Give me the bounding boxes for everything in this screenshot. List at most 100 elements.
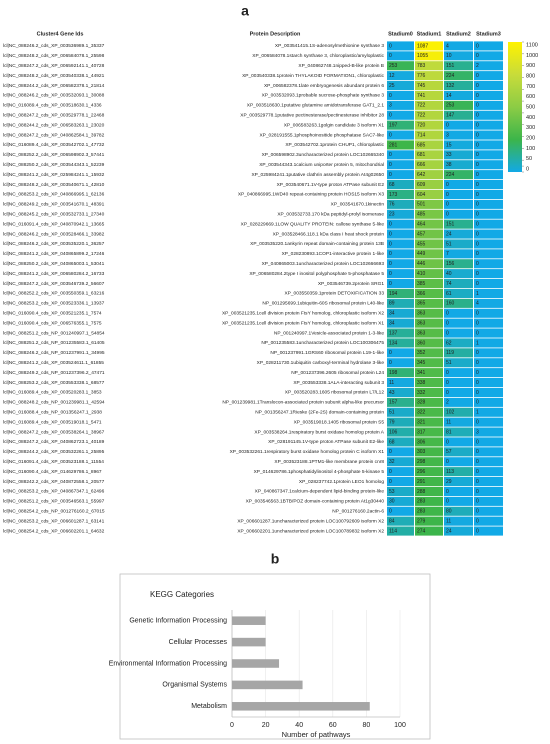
protein-description: NP_001356247.1Rieske (2Fe-2S) domain-con… — [255, 410, 384, 416]
cell-value: 0 — [389, 479, 392, 485]
cell-value: 457 — [417, 231, 426, 237]
heatmap-cell — [444, 51, 473, 61]
cell-value: 0 — [446, 182, 449, 188]
cell-value: 666 — [417, 162, 426, 168]
cell-value: 0 — [446, 499, 449, 505]
heatmap-cell — [444, 81, 473, 91]
heatmap-cell — [387, 427, 414, 437]
heatmap-cell — [474, 269, 503, 279]
colorbar-label: 200 — [526, 135, 535, 141]
cell-value: 0 — [446, 370, 449, 376]
gene-id: lcl|NC_088247.2_cds_XP_003546739.2_56607 — [3, 281, 105, 287]
cell-value: 0 — [446, 380, 449, 386]
heatmap-cell — [415, 486, 443, 496]
cell-value: 0 — [476, 192, 479, 198]
cell-value: 0 — [446, 192, 449, 198]
cell-value: 33 — [446, 152, 452, 158]
cell-value: 76 — [389, 202, 395, 208]
cell-value: 281 — [389, 142, 398, 148]
gene-id: lcl|NC_088246.2_cds_XP_003536989.1_35337 — [3, 43, 105, 49]
heatmap-cell — [415, 259, 443, 269]
heatmap-cell — [387, 447, 414, 457]
heatmap-cell — [387, 338, 414, 348]
heatmap-cell — [415, 71, 443, 81]
gene-id: lcl|NC_088247.2_cds_XP_003529778.1_22468 — [3, 113, 105, 119]
heatmap-cell — [415, 180, 443, 190]
heatmap-cell — [387, 130, 414, 140]
protein-description: XP_006598902.3uncharacterized protein LO… — [262, 152, 385, 158]
cell-value: 0 — [476, 231, 479, 237]
cell-value: 80 — [446, 509, 452, 515]
heatmap-cell — [474, 516, 503, 526]
protein-description: XP_003535220.1ankyrin repeat domain-cont… — [250, 241, 384, 247]
gene-id: lcl|NC_016090.4_cds_XP_014629786.1_8967 — [3, 469, 102, 475]
colorbar-label: 500 — [526, 104, 535, 110]
heatmap-cell — [415, 279, 443, 289]
cell-value: 61 — [446, 291, 452, 297]
cell-value: 783 — [417, 63, 426, 69]
heatmap-cell — [474, 51, 503, 61]
heatmap-cell — [387, 516, 414, 526]
heatmap-cell — [415, 41, 443, 51]
colorbar-label: 600 — [526, 94, 535, 100]
gene-id: lcl|NC_088247.2_cds_XP_040862723.1_40189 — [3, 439, 105, 445]
gene-id: lcl|NC_016090.4_cds_XP_003521235.1_7574 — [3, 311, 102, 317]
protein-description: XP_003541415.1S-adenosylmethionine synth… — [275, 43, 384, 49]
cell-value: 132 — [446, 83, 455, 89]
protein-description: XP_003538264.1respiratory burst oxidase … — [254, 429, 384, 435]
cell-value: 296 — [417, 469, 426, 475]
cell-value: 106 — [389, 429, 398, 435]
cell-value: 0 — [476, 113, 479, 119]
protein-description: XP_003532261.1respiratory burst oxidase … — [230, 449, 385, 455]
heatmap-cell — [387, 61, 414, 71]
cell-value: 720 — [417, 122, 426, 128]
cell-value: 40 — [446, 271, 452, 277]
protein-description: NP_001295699.1ubiquitin-60S ribosomal pr… — [262, 301, 384, 307]
cell-value: 0 — [446, 459, 449, 465]
gene-id: lcl|NC_088245.2_cds_XP_003532733.1_27340 — [3, 212, 105, 218]
gene-id: lcl|NC_088241.2_cds_XP_006580284.2_16733 — [3, 271, 105, 277]
cell-value: 0 — [476, 281, 479, 287]
cell-value: 253 — [389, 63, 398, 69]
heatmap-cell — [387, 219, 414, 229]
heatmap-cell — [474, 486, 503, 496]
gene-id: lcl|NC_016088.4_cds_NP_001356247.1_2938 — [3, 410, 102, 416]
heatmap-cell — [444, 338, 473, 348]
heatmap-cell — [387, 180, 414, 190]
cell-value: 303 — [417, 449, 426, 455]
cell-value: 14 — [446, 93, 452, 99]
colorbar-label: 0 — [526, 166, 529, 172]
heatmap-cell — [474, 368, 503, 378]
cell-value: 0 — [476, 509, 479, 515]
cell-value: 279 — [417, 518, 426, 524]
gene-id: lcl|NC_088248.2_cds_XP_003540671.1_42810 — [3, 182, 105, 188]
cell-value: 160 — [446, 301, 455, 307]
cell-value: 0 — [389, 261, 392, 267]
heatmap-cell — [415, 298, 443, 308]
cell-value: 0 — [389, 271, 392, 277]
heatmap-cell — [444, 249, 473, 259]
heatmap-cell — [474, 526, 503, 536]
heatmap-cell — [415, 378, 443, 388]
heatmap-cell — [387, 457, 414, 467]
heatmap-cell — [387, 308, 414, 318]
heatmap-cell — [444, 259, 473, 269]
gene-id: lcl|NC_088253.2_cds_XP_003523336.1_13937 — [3, 301, 105, 307]
cell-value: 89 — [389, 301, 395, 307]
heatmap-cell — [387, 526, 414, 536]
cell-value: 0 — [476, 152, 479, 158]
heatmap-cell — [387, 279, 414, 289]
cell-value: 0 — [476, 419, 479, 425]
heatmap-cell — [444, 279, 473, 289]
gene-id: lcl|NC_088253.2_cds_XP_006601287.1_63141 — [3, 518, 105, 524]
cell-value: 0 — [476, 350, 479, 356]
cell-value: 681 — [417, 152, 426, 158]
cell-value: 151 — [446, 63, 455, 69]
gene-id: lcl|NC_088248.2_cds_NP_001239981.1_42594 — [3, 400, 105, 406]
heatmap-cell — [444, 288, 473, 298]
cell-value: 0 — [389, 281, 392, 287]
protein-description: XP_028237742.1protein LEO1 homolog — [299, 479, 384, 485]
gene-id: lcl|NC_088253.2_cds_XP_003553338.1_68577 — [3, 380, 105, 386]
heatmap-cell — [474, 180, 503, 190]
cell-value: 485 — [417, 212, 426, 218]
